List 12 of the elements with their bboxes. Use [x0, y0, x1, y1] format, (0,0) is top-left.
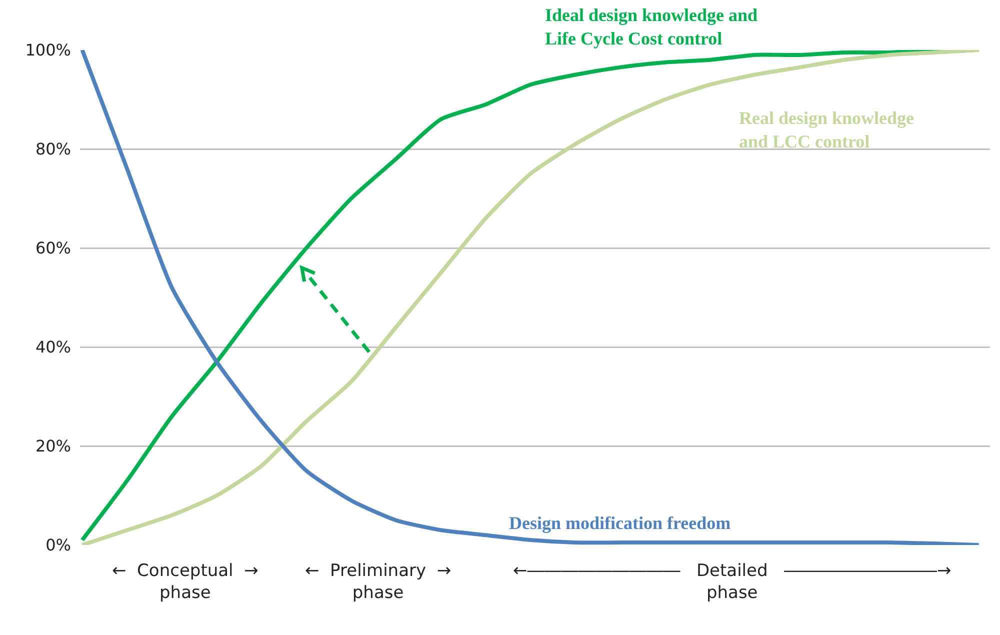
- series-label: Ideal design knowledge and Life Cycle Cost control: [545, 5, 758, 48]
- text: ←――――――――― Detailed ―――――――――→ phase: [513, 561, 952, 604]
- series-label: Real design knowledge and LCC control: [739, 108, 914, 152]
- series-label: Design modification freedom: [509, 513, 731, 533]
- y-tick-label: 100%: [25, 40, 71, 60]
- y-tick-label: 40%: [35, 338, 71, 357]
- y-tick-label: 60%: [35, 238, 71, 258]
- text: ← Conceptual → phase: [112, 561, 258, 604]
- y-tick-label: 0%: [46, 536, 71, 555]
- text: ← Preliminary → phase: [305, 561, 452, 604]
- y-tick-label: 20%: [35, 436, 71, 456]
- y-tick-label: 80%: [35, 140, 71, 159]
